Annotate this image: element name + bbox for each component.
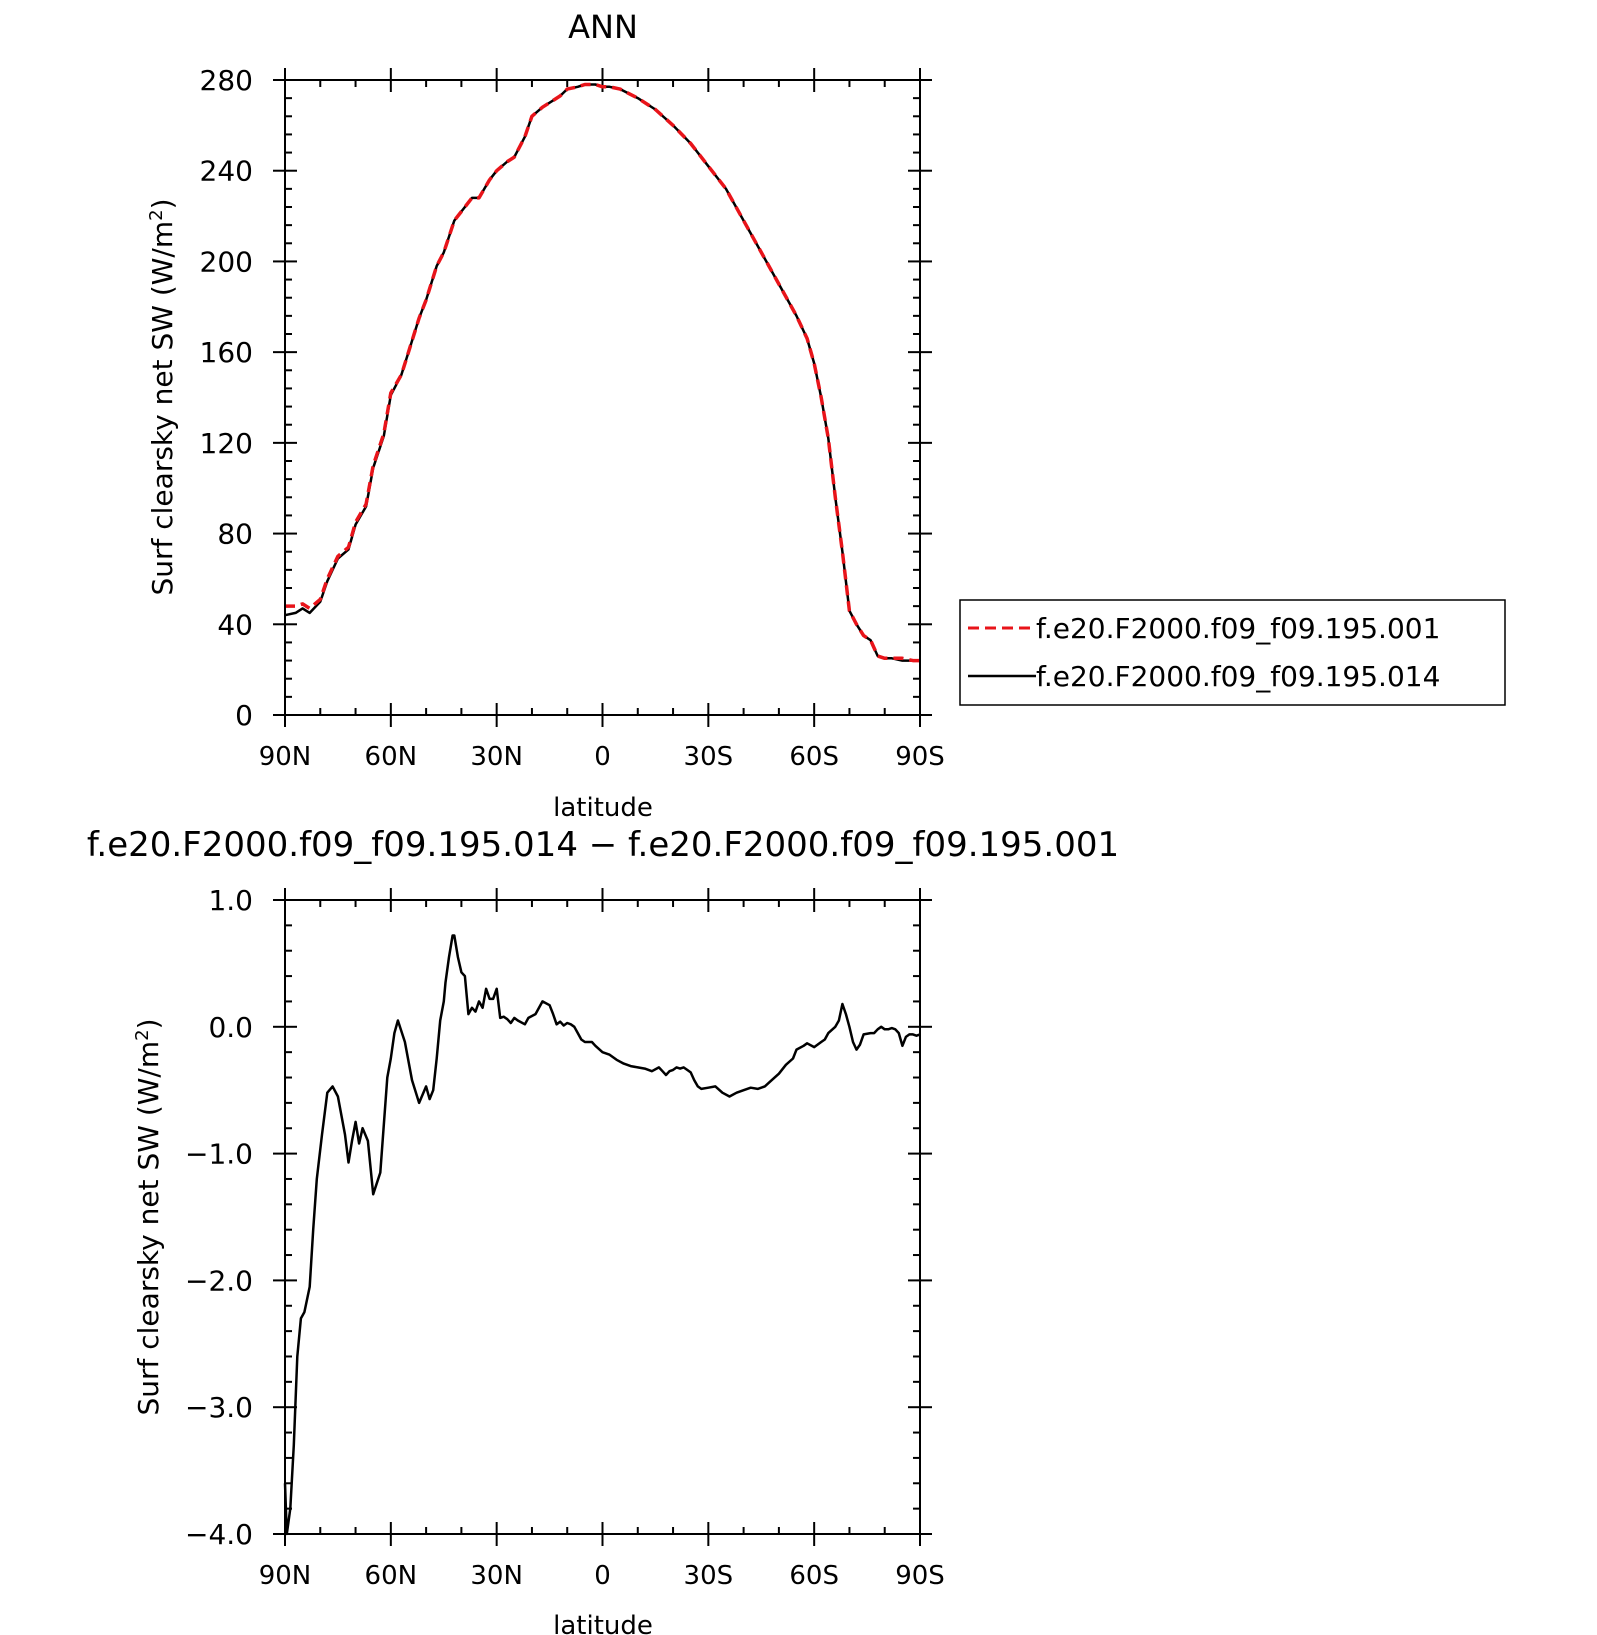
bottom-y-axis-label-main: Surf clearsky net SW (W/m xyxy=(132,1041,165,1416)
bottom-y-axis-label-sup: 2 xyxy=(132,1029,153,1040)
x-tick-label: 0 xyxy=(594,742,611,772)
y-tick-label: −4.0 xyxy=(185,1518,253,1551)
x-tick-label: 60S xyxy=(789,1561,839,1591)
legend-label-case2: f.e20.F2000.f09_f09.195.014 xyxy=(1036,660,1440,693)
y-tick-label: −1.0 xyxy=(185,1138,253,1171)
y-tick-label: 40 xyxy=(217,608,253,641)
y-tick-label: −3.0 xyxy=(185,1391,253,1424)
top-series-lines xyxy=(284,82,920,663)
bottom-x-axis-label: latitude xyxy=(553,1611,653,1635)
y-tick-label: −2.0 xyxy=(185,1264,253,1297)
top-ticks xyxy=(273,68,932,727)
series-line-2 xyxy=(284,83,920,662)
x-tick-label: 30N xyxy=(470,742,523,772)
y-tick-label: 280 xyxy=(200,64,253,97)
bottom-ticks xyxy=(273,888,932,1546)
x-tick-label: 30N xyxy=(470,1561,523,1591)
series-line-1 xyxy=(285,82,920,663)
x-tick-label: 60N xyxy=(365,1561,418,1591)
x-tick-label: 90S xyxy=(895,742,945,772)
bottom-plot-frame xyxy=(284,899,921,1535)
x-tick-label: 30S xyxy=(684,742,734,772)
x-tick-label: 90N xyxy=(259,1561,312,1591)
top-y-axis-label-sup: 2 xyxy=(146,209,167,220)
x-tick-label: 60N xyxy=(365,742,418,772)
y-tick-label: 160 xyxy=(200,336,253,369)
top-y-axis-label: Surf clearsky net SW (W/m2) xyxy=(146,198,179,595)
bottom-x-tick-labels: 90N 60N 30N 0 30S 60S 90S xyxy=(259,1561,945,1591)
y-tick-label: 80 xyxy=(217,518,253,551)
x-tick-label: 30S xyxy=(684,1561,734,1591)
bottom-y-axis-label-end: ) xyxy=(132,1018,165,1029)
bottom-panel: f.e20.F2000.f09_f09.195.014 − f.e20.F200… xyxy=(87,825,1119,1635)
top-panel: ANN 90N 60N 30N 0 30S 60S 90S 0 40 80 120 160 200 24… xyxy=(146,8,1506,823)
x-tick-label: 90N xyxy=(259,742,312,772)
x-tick-label: 90S xyxy=(895,1561,945,1591)
x-tick-label: 0 xyxy=(594,1561,611,1591)
bottom-y-tick-labels: 1.0 0.0 −1.0 −2.0 −3.0 −4.0 xyxy=(185,884,253,1551)
top-y-axis-label-main: Surf clearsky net SW (W/m xyxy=(146,221,179,596)
y-tick-label: 1.0 xyxy=(208,884,253,917)
top-chart-title: ANN xyxy=(568,8,638,46)
series-line-1 xyxy=(283,934,921,1536)
y-tick-label: 240 xyxy=(200,155,253,188)
y-tick-label: 0 xyxy=(235,699,253,732)
top-y-axis-label-end: ) xyxy=(146,198,179,209)
top-x-axis-label: latitude xyxy=(553,793,653,823)
y-tick-label: 120 xyxy=(200,427,253,460)
legend-label-case1: f.e20.F2000.f09_f09.195.001 xyxy=(1036,612,1440,645)
x-tick-label: 60S xyxy=(789,742,839,772)
top-x-tick-labels: 90N 60N 30N 0 30S 60S 90S xyxy=(259,742,945,772)
y-tick-label: 200 xyxy=(200,245,253,278)
bottom-chart-title: f.e20.F2000.f09_f09.195.014 − f.e20.F200… xyxy=(87,825,1119,865)
y-tick-label: 0.0 xyxy=(208,1011,253,1044)
bottom-series-lines xyxy=(283,934,921,1536)
legend: f.e20.F2000.f09_f09.195.001 f.e20.F2000.… xyxy=(959,599,1506,706)
top-plot-frame xyxy=(284,79,921,716)
legend-box xyxy=(959,599,1506,706)
top-y-tick-labels: 0 40 80 120 160 200 240 280 xyxy=(200,64,253,732)
bottom-y-axis-label: Surf clearsky net SW (W/m2) xyxy=(132,1018,165,1415)
